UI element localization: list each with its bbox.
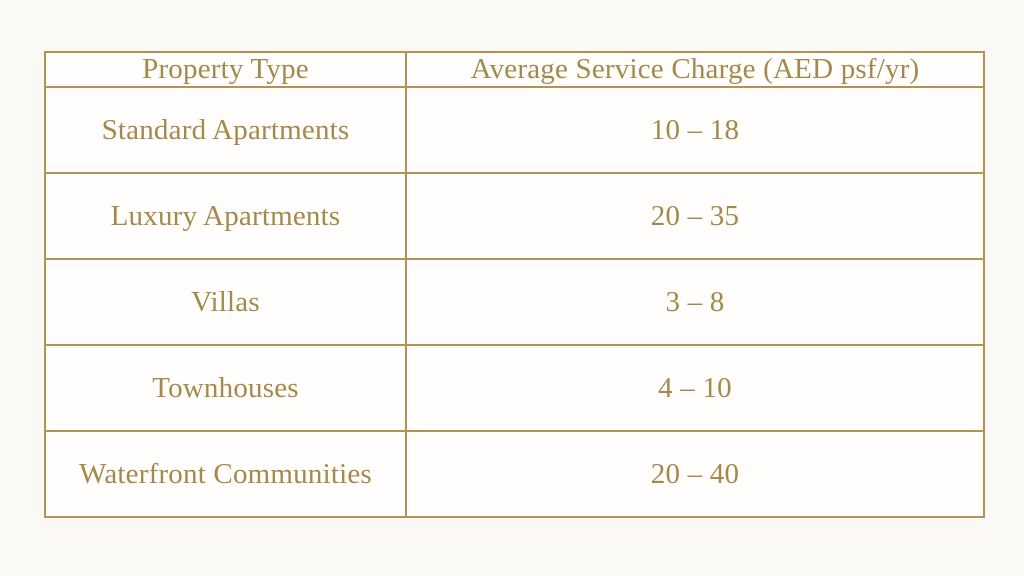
property-type-cell: Standard Apartments xyxy=(44,86,407,174)
service-charge-cell: 20 – 40 xyxy=(405,430,985,518)
service-charge-cell: 3 – 8 xyxy=(405,258,985,346)
table-header-row: Property Type Average Service Charge (AE… xyxy=(44,51,985,88)
table-row: Villas 3 – 8 xyxy=(44,258,985,346)
property-type-cell: Luxury Apartments xyxy=(44,172,407,260)
table-row: Waterfront Communities 20 – 40 xyxy=(44,430,985,518)
table-row: Luxury Apartments 20 – 35 xyxy=(44,172,985,260)
column-header-service-charge: Average Service Charge (AED psf/yr) xyxy=(405,51,985,88)
table-row: Standard Apartments 10 – 18 xyxy=(44,86,985,174)
property-type-cell: Villas xyxy=(44,258,407,346)
property-type-cell: Townhouses xyxy=(44,344,407,432)
service-charge-cell: 20 – 35 xyxy=(405,172,985,260)
table-row: Townhouses 4 – 10 xyxy=(44,344,985,432)
column-header-property-type: Property Type xyxy=(44,51,407,88)
service-charge-table: Property Type Average Service Charge (AE… xyxy=(44,51,985,518)
property-type-cell: Waterfront Communities xyxy=(44,430,407,518)
service-charge-cell: 10 – 18 xyxy=(405,86,985,174)
service-charge-cell: 4 – 10 xyxy=(405,344,985,432)
